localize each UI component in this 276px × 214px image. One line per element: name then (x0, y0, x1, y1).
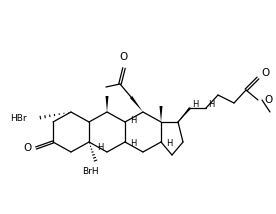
Text: H: H (130, 116, 136, 125)
Polygon shape (178, 107, 191, 122)
Text: HBr: HBr (10, 113, 26, 122)
Text: BrH: BrH (82, 168, 99, 177)
Text: H: H (208, 100, 214, 108)
Text: O: O (264, 95, 272, 105)
Text: H: H (97, 143, 104, 152)
Polygon shape (105, 96, 108, 112)
Polygon shape (130, 96, 143, 112)
Text: H: H (166, 140, 172, 149)
Text: O: O (120, 52, 128, 62)
Text: O: O (261, 68, 269, 78)
Text: H: H (130, 140, 136, 149)
Text: H: H (192, 100, 198, 108)
Text: O: O (24, 143, 32, 153)
Polygon shape (160, 106, 163, 122)
